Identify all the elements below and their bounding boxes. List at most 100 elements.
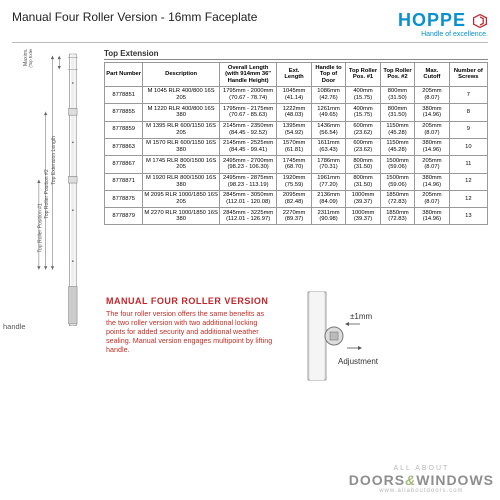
- table-row: 8778863M 1570 RLR 600/1150 16S 3802145mm…: [105, 138, 488, 155]
- cell-max: 205mm (8.07): [415, 86, 449, 103]
- cell-overall: 2845mm - 3225mm (112.01 - 126.97): [219, 208, 276, 225]
- callout-block: MANUAL FOUR ROLLER VERSION The four roll…: [106, 296, 276, 354]
- cell-htd: 1436mm (56.54): [311, 121, 345, 138]
- table-row: 8778879M 2270 RLR 1000/1850 16S 3802845m…: [105, 208, 488, 225]
- cell-htd: 2311mm (90.98): [311, 208, 345, 225]
- lbl-top-r1: Top Roller Position #1: [37, 203, 43, 253]
- cell-ns: 7: [449, 86, 487, 103]
- cell-tr1: 800mm (31.50): [346, 156, 380, 173]
- cell-overall: 2145mm - 2525mm (84.45 - 99.41): [219, 138, 276, 155]
- cell-overall: 2145mm - 2350mm (84.45 - 92.52): [219, 121, 276, 138]
- cell-tr2: 1500mm (59.06): [380, 173, 414, 190]
- spec-table: Part Number Description Overall Length (…: [104, 62, 488, 225]
- cell-tr2: 1150mm (45.28): [380, 138, 414, 155]
- cell-desc: M 1220 RLR 400/800 16S 380: [143, 104, 220, 121]
- cell-part: 8778863: [105, 138, 143, 155]
- cell-overall: 2495mm - 2700mm (98.23 - 106.30): [219, 156, 276, 173]
- cell-ns: 9: [449, 121, 487, 138]
- wm-windows: WINDOWS: [416, 472, 494, 488]
- cell-overall: 1795mm - 2175mm (70.67 - 85.63): [219, 104, 276, 121]
- wm-doors: DOORS: [349, 472, 405, 488]
- watermark: ALL ABOUT DOORS&WINDOWS www.allaboutdoor…: [349, 465, 494, 494]
- wm-top: ALL ABOUT: [349, 465, 494, 472]
- cell-htd: 2136mm (84.09): [311, 190, 345, 207]
- cell-htd: 1611mm (63.43): [311, 138, 345, 155]
- brand-tagline: Handle of excellence.: [398, 31, 488, 38]
- cell-ns: 10: [449, 138, 487, 155]
- cell-tr1: 800mm (31.50): [346, 173, 380, 190]
- table-body: 8778851M 1045 RLR 400/800 16S 2051795mm …: [105, 86, 488, 225]
- th-overall: Overall Length (with 914mm 36" Handle He…: [219, 63, 276, 87]
- th-part: Part Number: [105, 63, 143, 87]
- header: Manual Four Roller Version - 16mm Facepl…: [12, 10, 488, 43]
- cell-tr2: 1500mm (59.06): [380, 156, 414, 173]
- diagram-column: Maximum Cutoff (Top Extension) Top Exten…: [12, 49, 98, 334]
- cell-ext: 1745mm (68.70): [277, 156, 311, 173]
- cell-ns: 12: [449, 173, 487, 190]
- cell-overall: 1795mm - 2000mm (70.67 - 78.74): [219, 86, 276, 103]
- cell-ext: 1045mm (41.14): [277, 86, 311, 103]
- adj-tol: ±1mm: [350, 312, 373, 321]
- th-htd: Handle to Top of Door: [311, 63, 345, 87]
- th-ns: Number of Screws: [449, 63, 487, 87]
- cell-ext: 1395mm (54.92): [277, 121, 311, 138]
- cell-htd: 1261mm (49.65): [311, 104, 345, 121]
- svg-text:Top Roller Position #2: Top Roller Position #2: [44, 169, 50, 219]
- cell-part: 8778879: [105, 208, 143, 225]
- callout-body: The four roller version offers the same …: [106, 309, 276, 354]
- cell-ns: 8: [449, 104, 487, 121]
- cell-desc: M 1745 RLR 800/1500 16S 205: [143, 156, 220, 173]
- table-title: Top Extension: [104, 49, 488, 60]
- cell-desc: M 1920 RLR 800/1500 16S 380: [143, 173, 220, 190]
- brand-logo-icon: [472, 13, 488, 29]
- cell-part: 8778867: [105, 156, 143, 173]
- table-row: 8778855M 1220 RLR 400/800 16S 3801795mm …: [105, 104, 488, 121]
- cell-tr1: 400mm (15.75): [346, 104, 380, 121]
- faceplate-diagram: Maximum Cutoff (Top Extension) Top Exten…: [12, 49, 98, 329]
- table-row: 8778867M 1745 RLR 800/1500 16S 2052495mm…: [105, 156, 488, 173]
- cell-tr2: 1150mm (45.28): [380, 121, 414, 138]
- cell-overall: 2495mm - 2875mm (98.23 - 113.19): [219, 173, 276, 190]
- cell-ext: 2095mm (82.48): [277, 190, 311, 207]
- svg-text:(Top Extension): (Top Extension): [28, 49, 33, 68]
- cell-max: 380mm (14.96): [415, 138, 449, 155]
- table-row: 8778875M 2095 RLR 1000/1850 16S 2052845m…: [105, 190, 488, 207]
- cell-htd: 1961mm (77.20): [311, 173, 345, 190]
- adj-label: Adjustment: [338, 357, 379, 366]
- cell-tr1: 1000mm (39.37): [346, 208, 380, 225]
- cell-max: 380mm (14.96): [415, 104, 449, 121]
- cell-ext: 1920mm (75.59): [277, 173, 311, 190]
- cell-tr1: 400mm (15.75): [346, 86, 380, 103]
- cell-htd: 1086mm (42.76): [311, 86, 345, 103]
- cell-ext: 1570mm (61.81): [277, 138, 311, 155]
- lbl-top-ext-len: Top Extension Length: [51, 136, 57, 185]
- brand-name: HOPPE: [398, 10, 466, 31]
- page-title: Manual Four Roller Version - 16mm Facepl…: [12, 10, 257, 24]
- cell-part: 8778851: [105, 86, 143, 103]
- cell-ns: 11: [449, 156, 487, 173]
- cell-part: 8778855: [105, 104, 143, 121]
- lbl-top-r2: Top Roller Position #2: [44, 169, 50, 219]
- cell-part: 8778859: [105, 121, 143, 138]
- cell-max: 380mm (14.96): [415, 208, 449, 225]
- cell-htd: 1786mm (70.31): [311, 156, 345, 173]
- page-root: Manual Four Roller Version - 16mm Facepl…: [0, 0, 500, 500]
- cell-desc: M 1570 RLR 600/1150 16S 380: [143, 138, 220, 155]
- table-row: 8778851M 1045 RLR 400/800 16S 2051795mm …: [105, 86, 488, 103]
- cell-tr1: 600mm (23.62): [346, 138, 380, 155]
- cell-max: 380mm (14.96): [415, 173, 449, 190]
- table-header-row: Part Number Description Overall Length (…: [105, 63, 488, 87]
- cell-ext: 1222mm (48.03): [277, 104, 311, 121]
- cell-desc: M 2095 RLR 1000/1850 16S 205: [143, 190, 220, 207]
- cell-tr2: 800mm (31.50): [380, 104, 414, 121]
- cell-max: 205mm (8.07): [415, 156, 449, 173]
- cell-ns: 12: [449, 190, 487, 207]
- th-tr2: Top Roller Pos. #2: [380, 63, 414, 87]
- cell-overall: 2845mm - 3050mm (112.01 - 120.08): [219, 190, 276, 207]
- th-ext: Ext. Length: [277, 63, 311, 87]
- handle-label: handle: [3, 322, 26, 331]
- cell-max: 205mm (8.07): [415, 121, 449, 138]
- cell-ext: 2270mm (89.37): [277, 208, 311, 225]
- callout-title: MANUAL FOUR ROLLER VERSION: [106, 296, 276, 306]
- cell-tr2: 1850mm (72.83): [380, 190, 414, 207]
